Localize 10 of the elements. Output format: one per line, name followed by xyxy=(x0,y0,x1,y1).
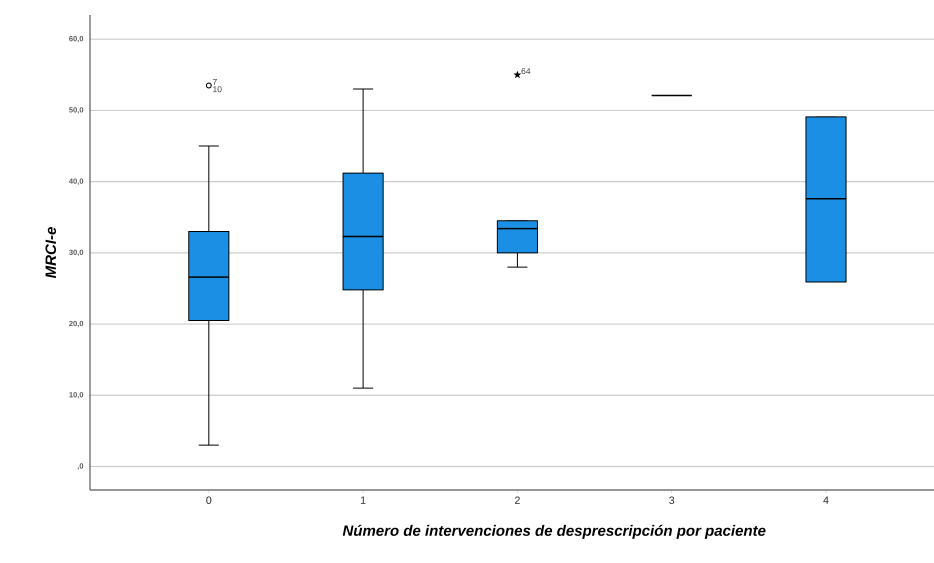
annotation: 10 xyxy=(213,86,222,92)
x-tick-label: 2 xyxy=(515,496,520,504)
annotation: 7 xyxy=(212,78,217,85)
x-tick-label: 0 xyxy=(206,496,212,504)
x-tick-label: 4 xyxy=(823,496,829,504)
x-axis-title: Número de intervenciones de desprescripción por paciente xyxy=(342,524,766,539)
annotation: 64 xyxy=(522,68,530,74)
x-tick-label: 1 xyxy=(360,496,366,504)
x-tick-label: 3 xyxy=(669,496,674,504)
y-axis-title: MRCI-e xyxy=(45,227,56,278)
